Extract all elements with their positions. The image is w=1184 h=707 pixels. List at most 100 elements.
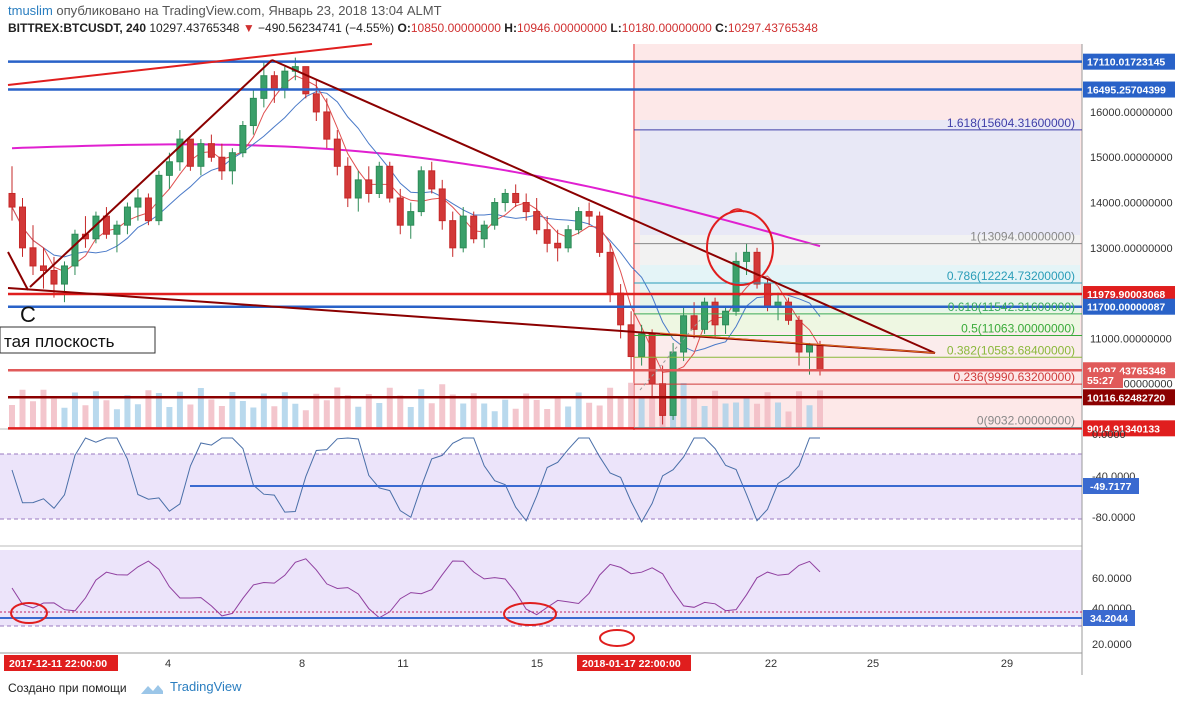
volume-bar [292, 403, 299, 428]
candle-body [407, 211, 415, 226]
volume-bar [460, 403, 467, 428]
candle-body [50, 269, 58, 285]
chart-header: tmuslim опубликовано на TradingView.com,… [0, 0, 1184, 40]
volume-bar [113, 409, 120, 428]
price-axis-label: 11000.00000000 [1090, 333, 1172, 345]
volume-bar [40, 389, 47, 428]
candle-body [102, 215, 110, 235]
plane-text: тая плоскость [4, 332, 115, 351]
candle-body [239, 125, 247, 154]
candle-body [459, 215, 467, 249]
publish-text: опубликовано на TradingView.com, Январь … [56, 3, 442, 18]
volume-bar [334, 387, 341, 428]
last-price: 10297.43765348 [149, 21, 240, 35]
volume-bar [449, 394, 456, 428]
candle-body [795, 319, 803, 353]
author-name[interactable]: tmuslim [8, 3, 53, 18]
volume-bar [355, 406, 362, 428]
candle-body [564, 229, 572, 249]
volume-bar [365, 394, 372, 428]
volume-bar [586, 402, 593, 428]
time-axis-label: 25 [867, 658, 879, 670]
volume-bar [470, 393, 477, 428]
candle-body [8, 192, 16, 208]
price-tag-box [1083, 298, 1175, 315]
volume-bar [229, 392, 236, 428]
volume-bar [134, 404, 141, 428]
volume-bar [344, 395, 351, 428]
price-axis-label: 15000.00000000 [1090, 152, 1173, 164]
volume-bar [71, 392, 78, 428]
candle-body [533, 211, 541, 231]
candle-body [344, 165, 352, 199]
candle-body [333, 138, 341, 167]
fib-zone-1 [640, 235, 1080, 265]
time-axis-label: 8 [299, 658, 305, 670]
tradingview-link[interactable]: TradingView [170, 679, 242, 694]
volume-bar [19, 389, 26, 428]
volume-bar [50, 398, 57, 428]
candle-body [281, 70, 289, 90]
volume-bar [502, 399, 509, 428]
indicator1-axis-label: -80.0000 [1092, 512, 1135, 524]
volume-bar [554, 396, 561, 428]
candle-body [365, 179, 373, 194]
horizontal-levels [8, 60, 1082, 430]
volume-bar [439, 384, 446, 428]
fib-label: 0.5(11063.00000000) [961, 322, 1075, 336]
candle-body [449, 220, 457, 249]
candle-body [144, 197, 152, 222]
volume-bar [775, 402, 782, 428]
time-tag-mid-box [577, 655, 691, 671]
candle-body [585, 211, 593, 217]
candle-body [491, 202, 499, 226]
volume-bar [271, 406, 278, 428]
indicator1-line [11, 437, 820, 523]
volume-bar [743, 397, 750, 428]
candle-body [155, 174, 163, 222]
trendline-down [271, 59, 936, 354]
volume-bar [722, 403, 729, 428]
time-axis-label: 4 [165, 658, 171, 670]
price-tag-label: 11700.00000087 [1087, 302, 1165, 314]
chart-canvas[interactable]: 1.618(15604.31600000) 1(13094.00000000) 0.… [0, 40, 1184, 675]
candle-body [575, 211, 583, 231]
symbol-info: BITTREX:BTCUSDT, 240 10297.43765348 ▼ −4… [8, 21, 818, 35]
volume-bar [565, 406, 572, 428]
candle-body [638, 333, 646, 358]
indicator1-tag-box [1083, 478, 1139, 494]
volume-bar [187, 404, 194, 428]
close-label: C: [715, 21, 728, 35]
candle-body [554, 242, 562, 249]
wave-letter: C [20, 302, 36, 327]
candle-body [18, 206, 26, 249]
time-axis-label: 15 [531, 658, 543, 670]
publish-info: tmuslim опубликовано на TradingView.com,… [8, 3, 442, 18]
candle-body [323, 111, 331, 140]
candle-body [512, 192, 520, 204]
candle-body [690, 315, 698, 330]
candle-body [134, 197, 142, 208]
low-label: L: [610, 21, 622, 35]
price-tag-box [1083, 81, 1175, 98]
fib-label: 0.618(11542.31600000) [948, 300, 1075, 314]
candle-body [207, 143, 215, 158]
indicator2-circle-3 [599, 629, 635, 647]
indicator2-circle-2 [503, 602, 557, 626]
volume-bar [523, 393, 530, 428]
volume-bar [407, 407, 414, 428]
candle-body [186, 138, 194, 167]
trendline-top [7, 43, 373, 86]
low-value: 10180.00000000 [621, 21, 712, 35]
volume-bar [491, 411, 498, 428]
price-axis: 16000.00000000 15000.00000000 14000.000000… [1090, 107, 1173, 391]
candle-body [596, 215, 604, 253]
price-axis-label: 14000.00000000 [1090, 198, 1173, 210]
volume-bar [208, 399, 215, 428]
price-tag-box [1083, 286, 1175, 303]
highlight-circle [706, 210, 774, 286]
fib-label: 0.382(10583.68400000) [947, 343, 1075, 357]
volume-bar [145, 390, 152, 428]
candle-body [501, 192, 509, 204]
volume-bar [166, 407, 173, 428]
